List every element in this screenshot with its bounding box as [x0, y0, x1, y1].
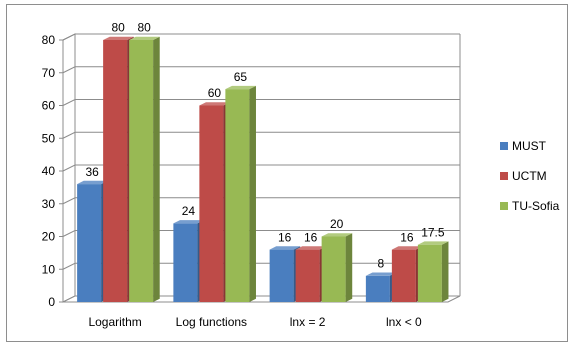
data-label: 80	[111, 21, 125, 35]
bar-uctm	[103, 40, 128, 302]
bar-uctm	[199, 105, 224, 302]
bar-top	[77, 180, 108, 185]
bar-uctm	[391, 249, 416, 302]
bar-top	[129, 36, 160, 40]
legend-entry: TU-Sofia	[512, 199, 560, 213]
y-tick-label: 70	[42, 66, 56, 80]
y-tick-label: 30	[42, 197, 56, 211]
bar-top	[103, 36, 134, 40]
bar-top	[321, 233, 353, 237]
gridline	[62, 230, 460, 237]
category-label: lnx = 2	[290, 315, 326, 329]
bar-tu-sofia	[129, 40, 154, 302]
data-label: 20	[330, 217, 344, 231]
bar-uctm	[295, 249, 320, 302]
data-label: 80	[137, 21, 151, 35]
y-tick-label: 80	[42, 33, 56, 47]
gridline	[62, 99, 460, 106]
data-label: 8	[378, 257, 385, 271]
data-label: 24	[182, 204, 196, 218]
y-tick-label: 20	[42, 230, 56, 244]
category-label: Log functions	[176, 315, 247, 329]
y-tick-label: 40	[42, 164, 56, 178]
bar-top	[417, 241, 449, 245]
bar-side	[153, 36, 160, 302]
bar-top	[269, 246, 301, 250]
bar-top	[225, 85, 256, 90]
data-label: 65	[234, 70, 248, 84]
data-label: 16	[304, 230, 318, 244]
data-label: 17.5	[421, 225, 445, 239]
bar-top	[365, 272, 397, 276]
legend-entry: UCTM	[512, 169, 547, 183]
bar-side	[441, 241, 449, 302]
gridline	[62, 33, 460, 41]
bar-must	[77, 184, 102, 302]
bar-must	[173, 223, 198, 302]
category-label: Logarithm	[88, 315, 141, 329]
bar-side	[345, 233, 353, 302]
bar-side	[249, 85, 256, 302]
bar-tu-sofia	[225, 89, 250, 302]
legend-swatch	[500, 172, 508, 180]
bar-must	[269, 249, 294, 302]
y-tick-label: 0	[48, 295, 55, 309]
y-tick-label: 50	[42, 131, 56, 145]
bar-top	[391, 246, 423, 250]
bar-tu-sofia	[321, 236, 346, 302]
data-label: 16	[278, 230, 292, 244]
y-tick-label: 10	[42, 262, 56, 276]
category-label: lnx < 0	[386, 315, 422, 329]
data-label: 36	[85, 165, 99, 179]
bar-top	[199, 102, 230, 106]
legend-swatch	[500, 202, 508, 210]
data-label: 60	[208, 86, 222, 100]
gridline	[62, 164, 460, 172]
gridline	[62, 197, 460, 205]
data-label: 16	[400, 230, 414, 244]
y-tick-label: 60	[42, 99, 56, 113]
gridline	[62, 66, 460, 74]
bar-top	[173, 220, 204, 224]
legend-swatch	[500, 142, 508, 150]
gridline	[62, 131, 460, 139]
bar-tu-sofia	[417, 244, 442, 302]
bar-top	[295, 246, 327, 250]
legend-entry: MUST	[512, 139, 547, 153]
bar-must	[365, 275, 390, 302]
